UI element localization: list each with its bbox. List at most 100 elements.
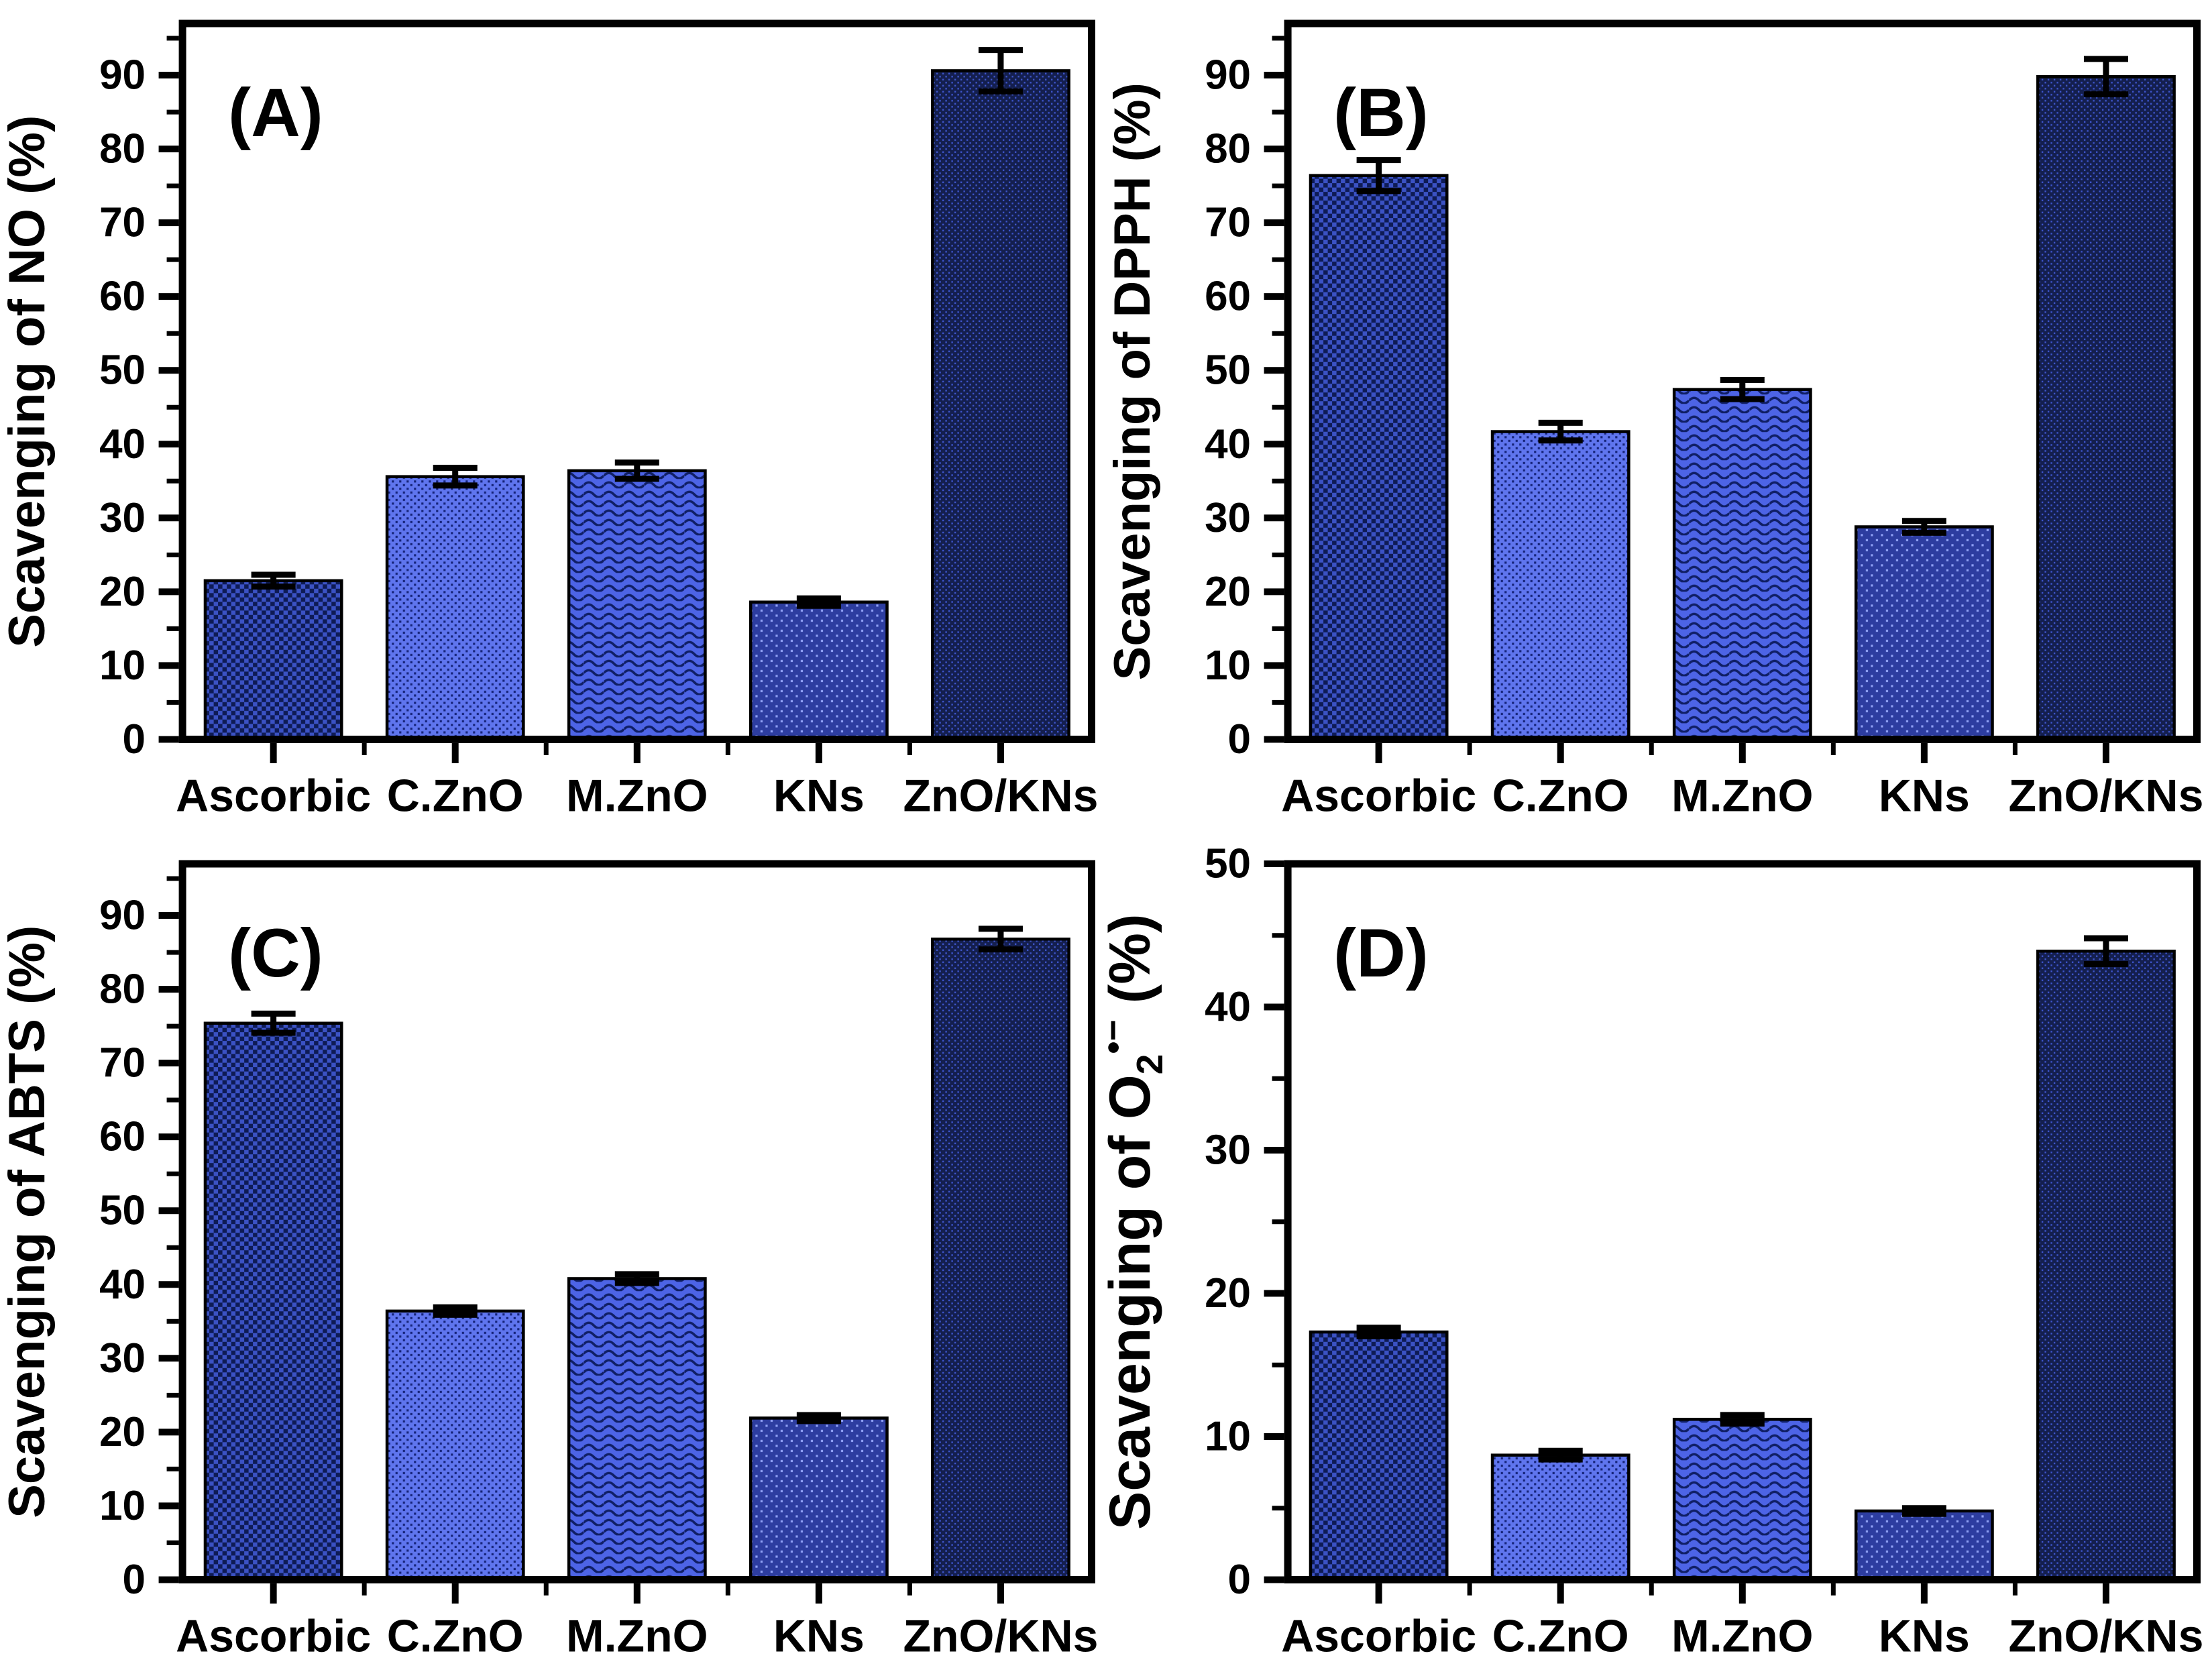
y-tick-label: 0 [123, 716, 146, 763]
bar-D-ZnO/KNs [2036, 949, 2176, 1581]
x-tick-label: Ascorbic [1281, 1610, 1476, 1661]
x-tick-label: ZnO/KNs [903, 1610, 1098, 1661]
y-tick-label: 40 [1205, 983, 1251, 1029]
error-bar-C-Ascorbic [251, 1010, 296, 1036]
y-tick-label: 70 [99, 1040, 146, 1086]
y-axis-label: Scavenging of O2•− (%) [1105, 913, 1170, 1529]
panel-letter: (D) [1333, 915, 1429, 991]
axis-frame [1284, 19, 2201, 743]
y-tick-label: 90 [99, 892, 146, 938]
y-tick-label: 10 [99, 642, 146, 689]
x-tick-label: ZnO/KNs [903, 770, 1098, 821]
y-tick-label: 60 [99, 274, 146, 320]
y-tick-label: 10 [99, 1482, 146, 1528]
error-bar-A-Ascorbic [251, 571, 296, 590]
panel-letter: (B) [1333, 74, 1429, 151]
x-tick-label: KNs [1878, 770, 1969, 821]
y-tick-label: 50 [1205, 347, 1251, 394]
axis-frame [178, 19, 1095, 743]
x-tick-label: KNs [773, 1610, 865, 1661]
bar-D-C.ZnO [1490, 1453, 1631, 1581]
panel-D: 0 10 20 30 40 50 Ascorbic C.ZnO M.ZnO KNs ZnO/KNs S… [1105, 840, 2210, 1680]
y-tick-label: 20 [99, 569, 146, 615]
y-tick-label: 50 [1205, 840, 1251, 887]
y-tick-label: 20 [1205, 569, 1251, 615]
y-tick-label: 40 [99, 421, 146, 467]
x-tick-label: M.ZnO [1671, 1610, 1814, 1661]
x-tick-label: C.ZnO [387, 770, 524, 821]
y-tick-label: 0 [1227, 1556, 1250, 1602]
bar-A-C.ZnO [385, 475, 525, 741]
y-axis-label: Scavenging of NO (%) [0, 115, 56, 648]
error-bar-C-M.ZnO [614, 1270, 659, 1286]
error-bar-D-C.ZnO [1538, 1447, 1583, 1463]
y-tick-label: 30 [99, 495, 146, 541]
bar-B-M.ZnO [1672, 388, 1812, 741]
error-bar-B-ZnO/KNs [2083, 56, 2128, 98]
error-bar-A-C.ZnO [433, 464, 478, 489]
y-tick-label: 30 [99, 1335, 146, 1381]
x-tick-label: Ascorbic [176, 770, 371, 821]
panel-C-chart: 0 10 20 30 40 50 60 70 80 90 Ascorbic C.ZnO M.ZnO KNs… [0, 840, 1105, 1680]
y-tick-label: 20 [1205, 1270, 1251, 1316]
bar-A-KNs [749, 600, 889, 741]
y-tick-label: 90 [99, 52, 146, 99]
bar-B-KNs [1854, 525, 1994, 741]
bar-C-M.ZnO [567, 1276, 707, 1581]
bar-D-M.ZnO [1672, 1417, 1812, 1581]
error-bar-B-Ascorbic [1356, 157, 1401, 194]
bar-C-C.ZnO [385, 1309, 525, 1581]
y-tick-label: 50 [99, 1187, 146, 1233]
y-tick-label: 10 [1205, 642, 1251, 689]
x-tick-label: M.ZnO [566, 770, 708, 821]
bar-A-Ascorbic [203, 579, 343, 741]
y-tick-label: 60 [99, 1113, 146, 1160]
y-tick-label: 0 [123, 1556, 146, 1602]
bar-A-M.ZnO [567, 469, 707, 741]
panel-A-chart: 0 10 20 30 40 50 60 70 80 90 Ascorbic C.ZnO M.ZnO KNs… [0, 0, 1105, 840]
y-tick-label: 70 [1205, 200, 1251, 246]
y-tick-label: 60 [1205, 274, 1251, 320]
panel-B: 0 10 20 30 40 50 60 70 80 90 Ascorbic C.ZnO M.ZnO KNs… [1105, 0, 2210, 840]
x-tick-label: Ascorbic [1281, 770, 1476, 821]
y-tick-label: 30 [1205, 1127, 1251, 1173]
error-bar-D-Ascorbic [1356, 1324, 1401, 1339]
error-bar-B-C.ZnO [1538, 419, 1583, 444]
y-tick-label: 40 [99, 1261, 146, 1307]
bar-C-ZnO/KNs [931, 937, 1070, 1581]
y-tick-label: 20 [99, 1408, 146, 1455]
y-tick-label: 40 [1205, 421, 1251, 467]
y-axis-label: Scavenging of ABTS (%) [0, 925, 56, 1518]
error-bar-B-M.ZnO [1720, 377, 1765, 402]
error-bar-D-M.ZnO [1720, 1411, 1765, 1426]
y-tick-label: 0 [1227, 716, 1250, 763]
error-bar-C-KNs [796, 1412, 841, 1424]
y-tick-label: 80 [1205, 126, 1251, 172]
bar-B-C.ZnO [1490, 430, 1631, 741]
y-tick-label: 10 [1205, 1413, 1251, 1459]
error-bar-C-C.ZnO [433, 1304, 478, 1318]
x-tick-label: Ascorbic [176, 1610, 371, 1661]
panel-letter: (A) [228, 74, 323, 151]
x-tick-label: C.ZnO [1492, 1610, 1628, 1661]
y-tick-label: 80 [99, 126, 146, 172]
error-bar-D-ZnO/KNs [2083, 935, 2128, 967]
panel-C: 0 10 20 30 40 50 60 70 80 90 Ascorbic C.ZnO M.ZnO KNs… [0, 840, 1105, 1680]
y-axis-label: Scavenging of DPPH (%) [1105, 82, 1161, 680]
x-tick-label: ZnO/KNs [2008, 770, 2203, 821]
axis-frame [1284, 860, 2201, 1583]
x-tick-label: KNs [773, 770, 865, 821]
y-tick-label: 50 [99, 347, 146, 394]
x-tick-label: KNs [1878, 1610, 1969, 1661]
bar-D-Ascorbic [1309, 1330, 1449, 1581]
y-tick-label: 80 [99, 966, 146, 1012]
error-bar-A-KNs [796, 595, 841, 609]
y-tick-label: 30 [1205, 495, 1251, 541]
bar-A-ZnO/KNs [931, 69, 1070, 741]
panel-D-chart: 0 10 20 30 40 50 Ascorbic C.ZnO M.ZnO KNs ZnO/KNs S… [1105, 840, 2210, 1680]
panel-letter: (C) [228, 915, 323, 991]
error-bar-B-KNs [1901, 518, 1946, 536]
panel-A: 0 10 20 30 40 50 60 70 80 90 Ascorbic C.ZnO M.ZnO KNs… [0, 0, 1105, 840]
error-bar-D-KNs [1901, 1504, 1946, 1517]
